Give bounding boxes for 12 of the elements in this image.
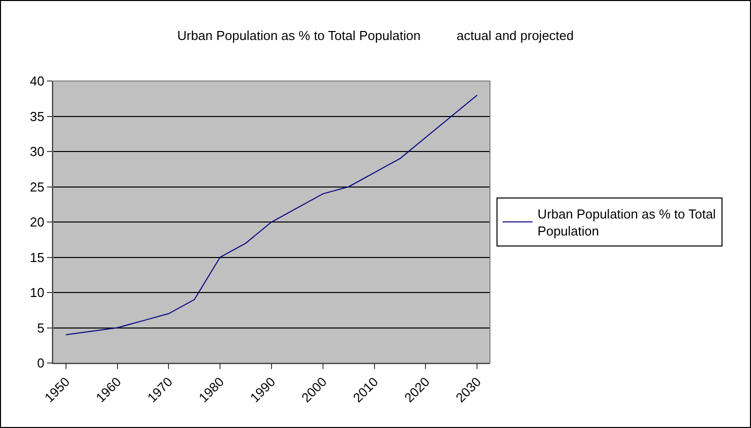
y-tick-label: 5 xyxy=(37,320,44,336)
chart-title: Urban Population as % to Total Population actual and projected xyxy=(177,28,574,43)
y-tick-label: 35 xyxy=(30,108,44,124)
y-tick-label: 15 xyxy=(30,250,44,265)
y-tick-label: 40 xyxy=(30,74,44,89)
y-tick-label: 20 xyxy=(30,214,44,230)
line-series xyxy=(65,94,478,336)
y-tick-label: 30 xyxy=(30,144,44,160)
y-tick-label: 0 xyxy=(37,356,44,371)
y-tick-label: 25 xyxy=(30,179,44,194)
y-tick-label: 10 xyxy=(30,285,44,300)
legend-label: Urban Population as % to Total Population xyxy=(538,206,716,238)
